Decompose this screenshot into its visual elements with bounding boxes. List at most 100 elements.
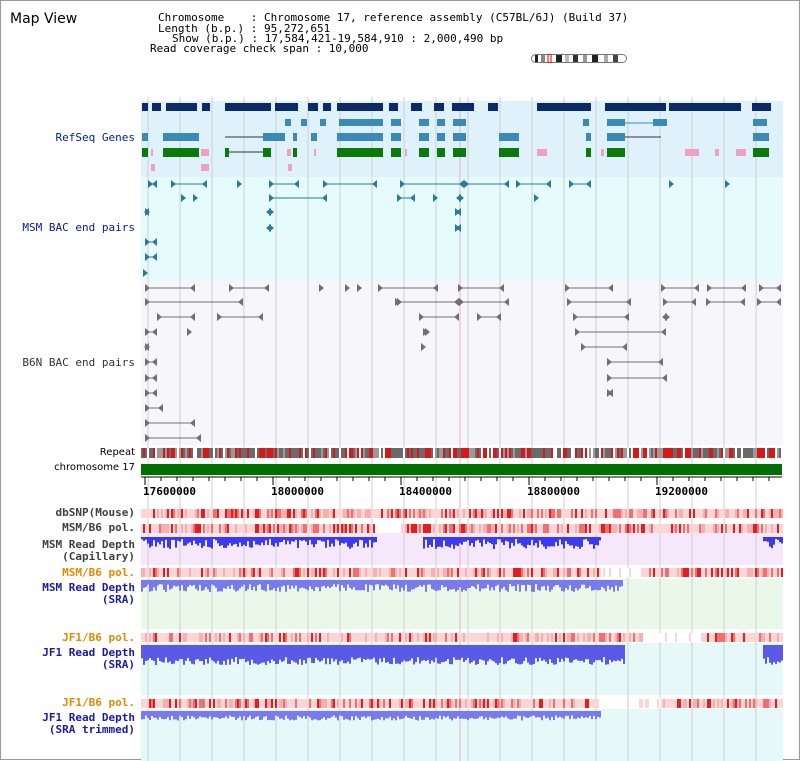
depth-bar: [505, 580, 507, 591]
heat-mark: [663, 524, 665, 533]
heat-mark: [331, 524, 333, 533]
gene-feature: [391, 148, 401, 157]
heat-mark: [239, 524, 241, 533]
heat-mark: [651, 509, 653, 518]
heat-mark: [653, 633, 655, 642]
depth-bar: [227, 645, 229, 660]
repeat-mark: [283, 448, 285, 458]
depth-bar: [611, 645, 613, 663]
heat-mark: [769, 524, 771, 533]
repeat-mark: [637, 448, 639, 458]
heat-mark: [439, 509, 441, 518]
depth-bar: [211, 580, 213, 585]
repeat-mark: [505, 448, 507, 458]
depth-bar: [607, 580, 609, 586]
heat-mark: [617, 524, 619, 533]
b6n-bac-pair-end: [607, 374, 612, 382]
heat-mark: [639, 568, 641, 577]
depth-bar: [551, 580, 553, 590]
heat-mark: [759, 568, 761, 577]
heat-mark: [755, 699, 757, 708]
heat-mark: [653, 509, 655, 518]
heat-mark: [223, 699, 225, 708]
gene-feature: [391, 133, 401, 141]
heat-mark: [431, 568, 433, 577]
repeat-mark: [227, 448, 229, 458]
heat-mark: [335, 699, 337, 708]
heat-mark: [283, 568, 285, 577]
heat-mark: [289, 524, 291, 533]
heat-mark: [467, 699, 469, 708]
depth-bar: [511, 537, 513, 543]
depth-bar: [453, 537, 455, 549]
heat-mark: [527, 524, 529, 533]
heat-mark: [699, 699, 701, 708]
heat-mark: [567, 568, 569, 577]
repeat-mark: [333, 448, 335, 458]
heat-mark: [289, 568, 291, 577]
msm-bac-pair-end: [144, 208, 149, 216]
depth-bar: [477, 580, 479, 585]
heat-mark: [225, 699, 227, 708]
b6n-bac-end: [357, 284, 362, 292]
heat-mark: [579, 699, 581, 708]
heat-mark: [759, 633, 761, 642]
depth-bar: [367, 645, 369, 659]
depth-bar: [231, 645, 233, 659]
heat-mark: [249, 524, 251, 533]
depth-bar: [179, 537, 181, 542]
repeat-mark: [469, 448, 471, 458]
depth-bar: [325, 580, 327, 589]
depth-bar: [173, 537, 175, 540]
heat-mark: [385, 699, 387, 708]
heat-mark: [209, 568, 211, 577]
repeat-mark: [237, 448, 239, 458]
chromosome-ideogram[interactable]: [531, 54, 627, 63]
repeat-mark: [387, 448, 389, 458]
heat-mark: [249, 568, 251, 577]
depth-bar: [419, 645, 421, 664]
heat-mark: [303, 524, 305, 533]
heat-mark: [207, 524, 209, 533]
heat-mark: [561, 568, 563, 577]
depth-bar: [241, 537, 243, 547]
heat-mark: [367, 633, 369, 642]
repeat-mark: [407, 448, 409, 458]
heat-mark: [271, 568, 273, 577]
heat-mark: [407, 568, 409, 577]
repeat-mark: [313, 448, 315, 458]
heat-mark: [313, 699, 315, 708]
heat-mark: [175, 509, 177, 518]
heat-mark: [505, 633, 507, 642]
depth-bar: [421, 580, 423, 587]
depth-bar: [427, 537, 429, 548]
heat-mark: [617, 568, 619, 577]
heat-mark: [731, 568, 733, 577]
heat-mark: [369, 524, 371, 533]
heat-mark: [177, 524, 179, 533]
heat-mark: [775, 524, 777, 533]
heat-mark: [305, 699, 307, 708]
heat-mark: [335, 524, 337, 533]
repeat-mark: [653, 448, 655, 458]
heat-mark: [205, 633, 207, 642]
heat-mark: [347, 568, 349, 577]
heat-mark: [575, 699, 577, 708]
heat-mark: [605, 524, 607, 533]
depth-bar: [579, 580, 581, 589]
heat-mark: [539, 509, 541, 518]
repeat-mark: [477, 448, 479, 458]
heat-mark: [177, 568, 179, 577]
heat-mark: [191, 699, 193, 708]
heat-mark: [721, 633, 723, 642]
heat-mark: [257, 699, 259, 708]
depth-bar: [349, 580, 351, 588]
heat-mark: [417, 509, 419, 518]
heat-mark: [535, 633, 537, 642]
heat-mark: [495, 633, 497, 642]
depth-bar: [369, 645, 371, 660]
heat-mark: [471, 633, 473, 642]
repeat-mark: [197, 448, 199, 458]
